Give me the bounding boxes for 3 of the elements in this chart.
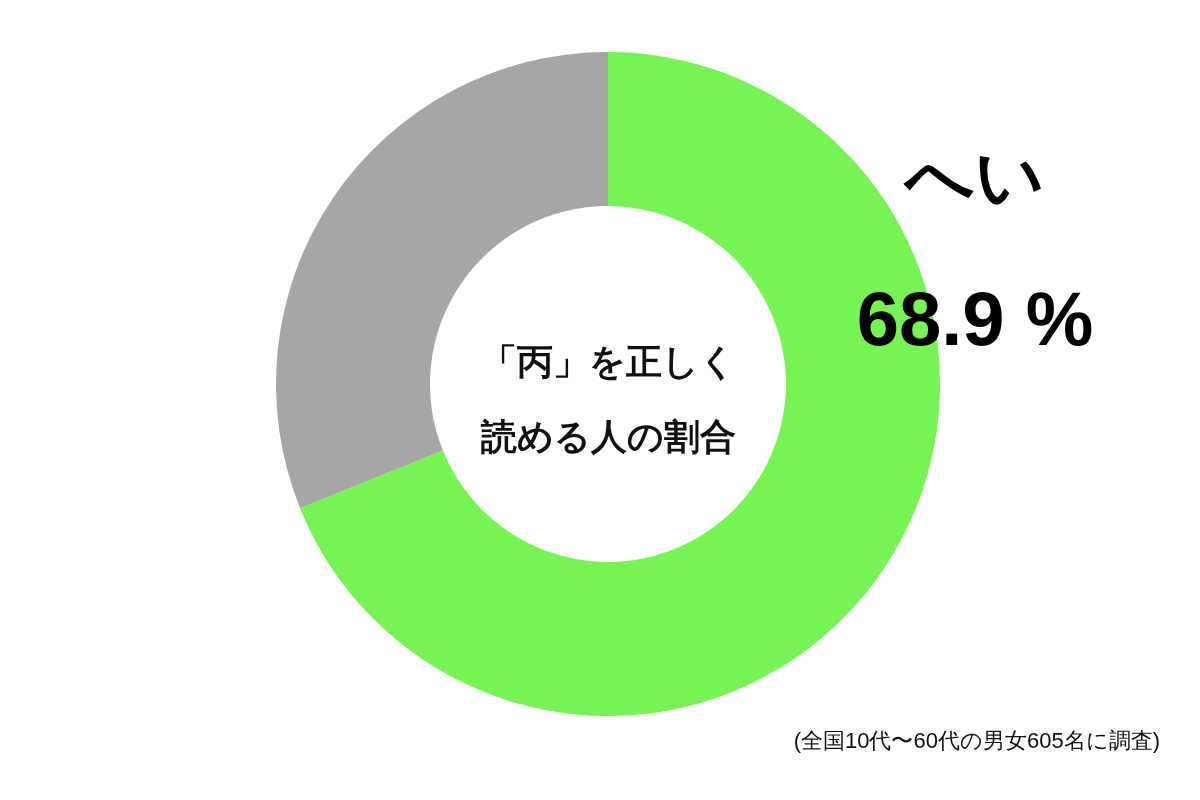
text: (全国10代〜60代の男女605名に調査) [793,728,1160,753]
slice-label: へい [903,138,1045,214]
text: 「丙」を正しく読める人の割合 [479,341,736,457]
